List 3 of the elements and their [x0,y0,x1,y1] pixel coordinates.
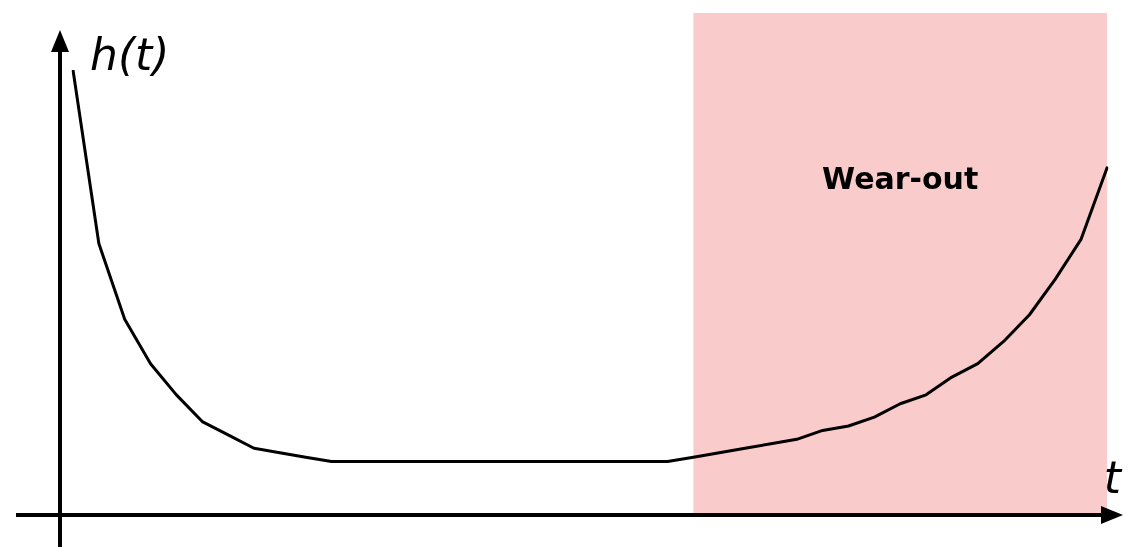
annotation: Wear-out [822,161,979,197]
y-axis-title: h(t) [90,29,170,80]
x-axis-title: t [1103,452,1123,503]
